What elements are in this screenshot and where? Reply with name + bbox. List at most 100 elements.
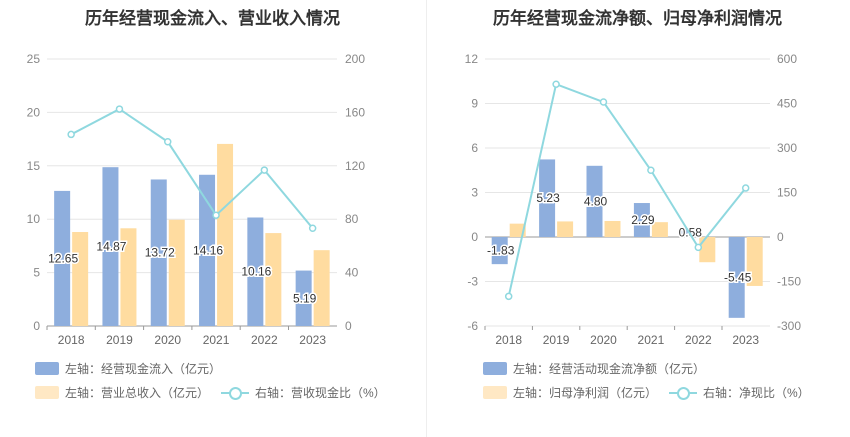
y-left-tick-label: 5 <box>33 266 40 280</box>
y-right-tick-label: 0 <box>777 230 784 244</box>
y-left-tick-label: 9 <box>471 97 478 111</box>
line-point <box>67 130 75 139</box>
bar-secondary <box>217 143 234 326</box>
legend-label: 左轴：营业总收入（亿元） <box>65 386 210 400</box>
legend-item-series-3[interactable]: 右轴：营收现金比（%） <box>221 384 386 401</box>
y-left-tick-label: 15 <box>27 159 41 173</box>
data-label: 14.16 <box>193 243 223 257</box>
panel-divider <box>426 0 427 437</box>
x-tick-label: 2019 <box>543 333 570 347</box>
line-point <box>741 184 750 192</box>
legend-swatch-bar-blue <box>483 362 507 375</box>
line-series-path <box>507 82 747 297</box>
bar-primary <box>247 217 264 326</box>
data-label: -1.83 <box>487 244 515 258</box>
bar-primary <box>633 203 650 237</box>
bar-secondary <box>313 250 330 326</box>
legend-swatch-bar-orange <box>35 386 59 399</box>
y-right-tick-label: -150 <box>777 275 801 289</box>
legend-swatch-bar-orange <box>483 386 507 399</box>
y-left-tick-label: -3 <box>467 275 478 289</box>
y-right-tick-label: 600 <box>777 52 797 66</box>
data-label: 4.80 <box>584 194 608 208</box>
y-left-tick-label: 25 <box>27 52 41 66</box>
legend-swatch-line-icon <box>669 386 697 400</box>
legend-item-series-2[interactable]: 左轴：营业总收入（亿元） <box>35 384 209 401</box>
chart-panel-net-cash: 历年经营现金流净额、归母净利润情况 -6 -3 0 3 6 9 12 -300 -150 0 150… <box>425 0 850 437</box>
data-label: 2.29 <box>631 213 655 227</box>
y-right-tick-label: 0 <box>345 319 352 333</box>
data-label: -5.45 <box>724 270 752 284</box>
y-left-tick-label: 3 <box>471 186 478 200</box>
y-right-tick-label: 450 <box>777 97 797 111</box>
y-left-tick-label: 0 <box>33 319 40 333</box>
y-left-tick-label: -6 <box>467 319 478 333</box>
bar-primary <box>728 237 745 318</box>
line-point <box>212 211 220 219</box>
y-right-tick-label: 40 <box>345 266 359 280</box>
bar-secondary <box>604 220 621 237</box>
y-left-tick-label: 10 <box>27 212 41 226</box>
line-point <box>260 166 269 174</box>
bar-primary <box>54 190 71 326</box>
data-label: 0.58 <box>679 226 703 240</box>
line-point <box>647 166 655 174</box>
bar-primary <box>199 174 216 326</box>
bar-secondary <box>746 237 763 286</box>
legend-item-series-1[interactable]: 左轴：经营活动现金流净额（亿元） <box>483 360 705 377</box>
chart-panel-cash-inflow: 历年经营现金流入、营业收入情况 0 5 10 15 20 25 0 40 80 120 160 200… <box>27 9 386 401</box>
y-left-tick-label: 0 <box>471 230 478 244</box>
bar-primary <box>586 165 603 237</box>
y-left-tick-label: 6 <box>471 141 478 155</box>
chart-plot: 0 5 10 15 20 25 0 40 80 120 160 200 2018 2019 2020 2021… <box>27 52 366 347</box>
legend-label: 右轴：营收现金比（%） <box>255 386 386 400</box>
y-right-tick-label: -300 <box>777 319 801 333</box>
bar-primary <box>295 270 312 326</box>
bar-secondary <box>72 232 89 326</box>
bar-primary <box>491 237 508 265</box>
y-right-tick-label: 80 <box>345 212 359 226</box>
x-tick-label: 2019 <box>106 333 133 347</box>
legend-item-series-2[interactable]: 左轴：归母净利润（亿元） <box>483 384 657 401</box>
legend-label: 左轴：经营现金流入（亿元） <box>65 362 222 376</box>
bar-secondary <box>699 237 716 263</box>
line-point <box>115 105 124 113</box>
chart-title: 历年经营现金流入、营业收入情况 <box>85 9 340 28</box>
line-point <box>504 292 513 301</box>
y-right-tick-label: 300 <box>777 141 797 155</box>
legend-label: 右轴：净现比（%） <box>703 386 810 400</box>
legend-swatch-line-icon <box>221 386 249 400</box>
legend-swatch-bar-blue <box>35 362 59 375</box>
line-point <box>308 224 317 233</box>
x-tick-label: 2020 <box>590 333 617 347</box>
data-label: 5.23 <box>536 191 560 205</box>
legend-item-series-1[interactable]: 左轴：经营现金流入（亿元） <box>35 360 221 377</box>
line-point <box>552 80 560 88</box>
x-tick-label: 2022 <box>685 333 712 347</box>
bar-secondary <box>265 233 282 326</box>
x-tick-label: 2023 <box>732 333 759 347</box>
x-tick-label: 2018 <box>58 333 85 347</box>
data-label: 14.87 <box>96 240 126 254</box>
bar-primary <box>539 159 556 237</box>
y-left-tick-label: 20 <box>27 105 41 119</box>
x-tick-label: 2023 <box>299 333 326 347</box>
x-tick-label: 2018 <box>495 333 522 347</box>
x-tick-label: 2021 <box>638 333 665 347</box>
legend-label: 左轴：归母净利润（亿元） <box>513 386 658 400</box>
bar-secondary <box>120 228 137 326</box>
y-right-tick-label: 200 <box>345 52 365 66</box>
bar-primary <box>150 179 167 326</box>
chart-title: 历年经营现金流净额、归母净利润情况 <box>493 9 782 28</box>
line-point <box>599 98 608 106</box>
bar-secondary <box>168 219 185 326</box>
line-point <box>694 243 703 252</box>
x-tick-label: 2021 <box>203 333 230 347</box>
chart-plot: -6 -3 0 3 6 9 12 -300 -150 0 150 300 450 600 2018 2019 2… <box>465 52 802 347</box>
y-right-tick-label: 120 <box>345 159 365 173</box>
data-label: 5.19 <box>293 291 317 305</box>
data-label: 13.72 <box>145 246 175 260</box>
data-label: 12.65 <box>48 251 78 265</box>
bar-secondary <box>651 222 668 237</box>
legend-item-series-3[interactable]: 右轴：净现比（%） <box>669 384 810 401</box>
